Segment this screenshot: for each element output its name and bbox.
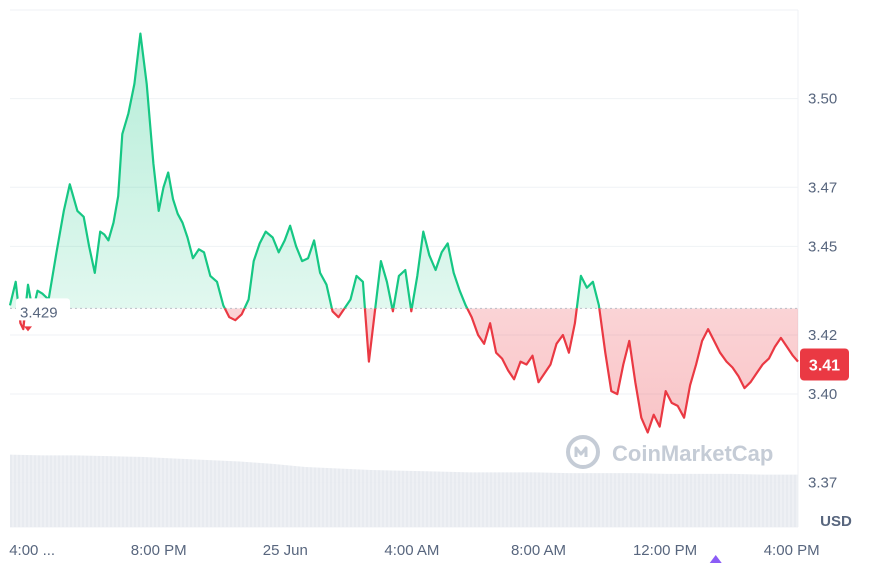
watermark-text: CoinMarketCap (612, 441, 773, 466)
y-axis: 3.37 3.40 3.42 3.45 3.47 3.50 (808, 91, 837, 492)
y-tick-label: 3.47 (808, 179, 837, 196)
event-marker-icon[interactable] (709, 555, 722, 563)
price-area-above-baseline (10, 33, 600, 309)
price-line-down (17, 308, 799, 434)
x-tick-label: 8:00 PM (131, 542, 187, 559)
currency-unit-label: USD (820, 513, 852, 530)
reference-price-value: 3.429 (20, 304, 58, 321)
reference-price-label: 3.429 (16, 298, 70, 321)
price-area-fills (10, 33, 798, 433)
y-tick-label: 3.40 (808, 386, 837, 403)
watermark: CoinMarketCap (566, 435, 773, 469)
y-tick-label: 3.50 (808, 91, 837, 108)
x-tick-label: 4:00 ... (9, 542, 55, 559)
y-tick-label: 3.45 (808, 238, 837, 255)
x-tick-label: 12:00 PM (633, 542, 697, 559)
x-axis: 4:00 ... 8:00 PM 25 Jun 4:00 AM 8:00 AM 12:00… (9, 542, 819, 559)
reference-marker-icon (24, 326, 32, 332)
price-line-up (8, 32, 601, 309)
price-line (8, 32, 799, 434)
x-tick-label: 4:00 PM (764, 542, 820, 559)
coinmarketcap-logo-icon (566, 435, 600, 469)
current-price-badge: 3.41 (800, 348, 849, 381)
current-price-value: 3.41 (809, 358, 840, 375)
volume-area (10, 445, 798, 527)
y-tick-label: 3.42 (808, 327, 837, 344)
x-tick-label: 4:00 AM (384, 542, 439, 559)
x-tick-label: 25 Jun (263, 542, 308, 559)
price-area-below-baseline (10, 308, 798, 433)
x-tick-label: 8:00 AM (511, 542, 566, 559)
y-tick-label: 3.37 (808, 475, 837, 492)
